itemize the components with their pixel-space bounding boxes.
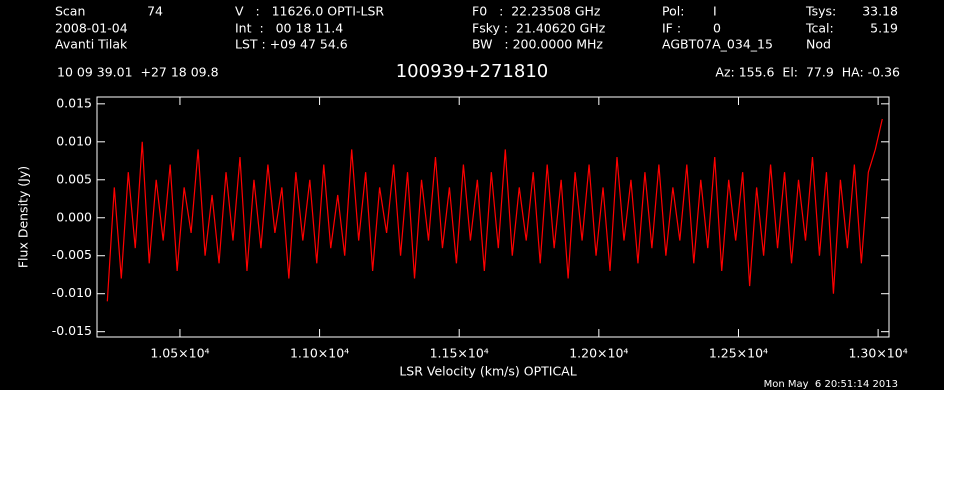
annotation: 74 bbox=[147, 4, 163, 19]
y-axis-label: Flux Density (Jy) bbox=[16, 166, 31, 268]
spectrum-line bbox=[106, 118, 883, 302]
y-tick-label: 0.010 bbox=[56, 133, 92, 148]
annotation: LST : +09 47 54.6 bbox=[235, 37, 348, 52]
annotation: Scan bbox=[55, 4, 85, 19]
annotation: F0 : 22.23508 GHz bbox=[472, 4, 601, 19]
plot-background bbox=[0, 0, 944, 390]
annotation: V : 11626.0 OPTI-LSR bbox=[235, 4, 384, 19]
timestamp: Mon May 6 20:51:14 2013 bbox=[764, 379, 898, 390]
annotation: 2008-01-04 bbox=[55, 21, 128, 36]
x-tick-label: 1.15×10⁴ bbox=[430, 346, 489, 361]
y-tick-label: -0.005 bbox=[52, 247, 92, 262]
annotation: Fsky : 21.40620 GHz bbox=[472, 21, 606, 36]
annotation: 33.18 bbox=[862, 4, 898, 19]
annotation: Az: 155.6 El: 77.9 HA: -0.36 bbox=[715, 65, 900, 80]
annotation: 5.19 bbox=[870, 21, 898, 36]
y-tick-label: 0.015 bbox=[56, 95, 92, 110]
y-tick-label: -0.015 bbox=[52, 323, 92, 338]
x-tick-label: 1.10×10⁴ bbox=[290, 346, 349, 361]
annotation: AGBT07A_034_15 bbox=[662, 37, 773, 52]
annotation: IF : bbox=[662, 21, 681, 36]
y-tick-label: 0.000 bbox=[56, 209, 92, 224]
annotation: Tcal: bbox=[805, 21, 834, 36]
y-tick-label: -0.010 bbox=[52, 285, 92, 300]
annotation: I bbox=[713, 4, 717, 19]
annotation: 10 09 39.01 +27 18 09.8 bbox=[57, 65, 219, 80]
x-tick-label: 1.05×10⁴ bbox=[150, 346, 209, 361]
annotation: BW : 200.0000 MHz bbox=[472, 37, 603, 52]
annotation: Tsys: bbox=[805, 4, 836, 19]
annotation: Nod bbox=[806, 37, 831, 52]
axes-frame bbox=[96, 96, 890, 338]
annotation: Int : 00 18 11.4 bbox=[235, 21, 343, 36]
x-tick-label: 1.20×10⁴ bbox=[569, 346, 628, 361]
annotation: Pol: bbox=[662, 4, 684, 19]
annotation: Avanti Tilak bbox=[55, 37, 128, 52]
chart-title: 100939+271810 bbox=[396, 61, 549, 82]
x-tick-label: 1.25×10⁴ bbox=[709, 346, 768, 361]
y-tick-label: 0.005 bbox=[56, 171, 92, 186]
x-tick-label: 1.30×10⁴ bbox=[848, 346, 907, 361]
annotation: 0 bbox=[713, 21, 721, 36]
x-axis-label: LSR Velocity (km/s) OPTICAL bbox=[399, 364, 576, 379]
